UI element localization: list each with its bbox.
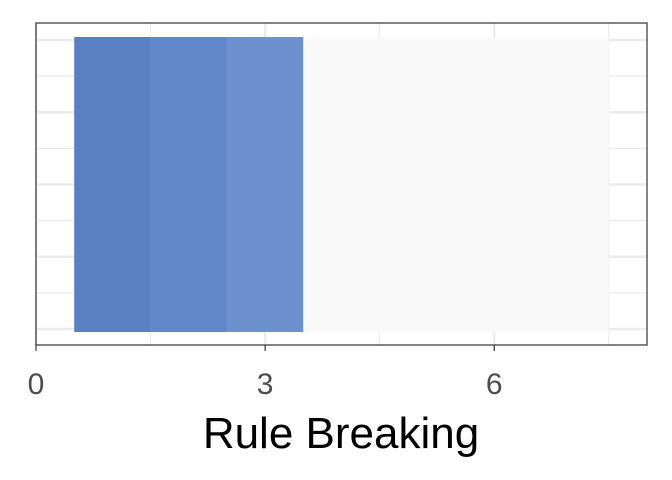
bar-segment-4 bbox=[303, 37, 609, 332]
panel-border bbox=[35, 22, 648, 346]
bar-segment-3 bbox=[226, 37, 304, 332]
x-tick-label: 6 bbox=[486, 368, 503, 401]
bar-segment-1 bbox=[74, 37, 151, 332]
x-tick-label: 0 bbox=[28, 368, 45, 401]
x-axis-title: Rule Breaking bbox=[203, 409, 479, 458]
x-tick-label: 3 bbox=[257, 368, 274, 401]
bar-segments bbox=[74, 37, 609, 332]
bar-segment-2 bbox=[150, 37, 227, 332]
x-axis-ticks: 0 3 6 bbox=[28, 345, 503, 401]
